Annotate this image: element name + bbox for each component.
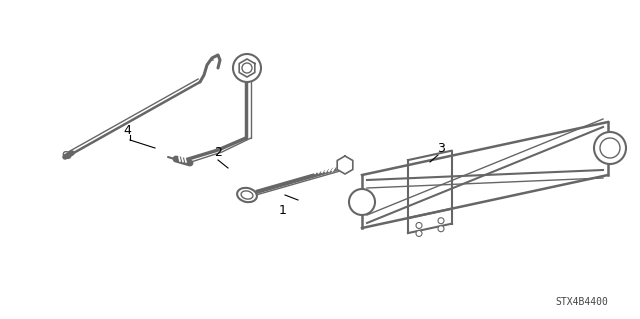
Polygon shape xyxy=(337,156,353,174)
Ellipse shape xyxy=(237,188,257,202)
Circle shape xyxy=(438,226,444,232)
Circle shape xyxy=(416,230,422,236)
Text: 3: 3 xyxy=(437,142,445,154)
Text: 1: 1 xyxy=(279,204,287,217)
Circle shape xyxy=(594,132,626,164)
Circle shape xyxy=(416,222,422,228)
Text: STX4B4400: STX4B4400 xyxy=(556,297,609,307)
Circle shape xyxy=(349,189,375,215)
Text: 4: 4 xyxy=(123,123,131,137)
Circle shape xyxy=(438,218,444,224)
Circle shape xyxy=(233,54,261,82)
Text: 2: 2 xyxy=(214,146,222,160)
